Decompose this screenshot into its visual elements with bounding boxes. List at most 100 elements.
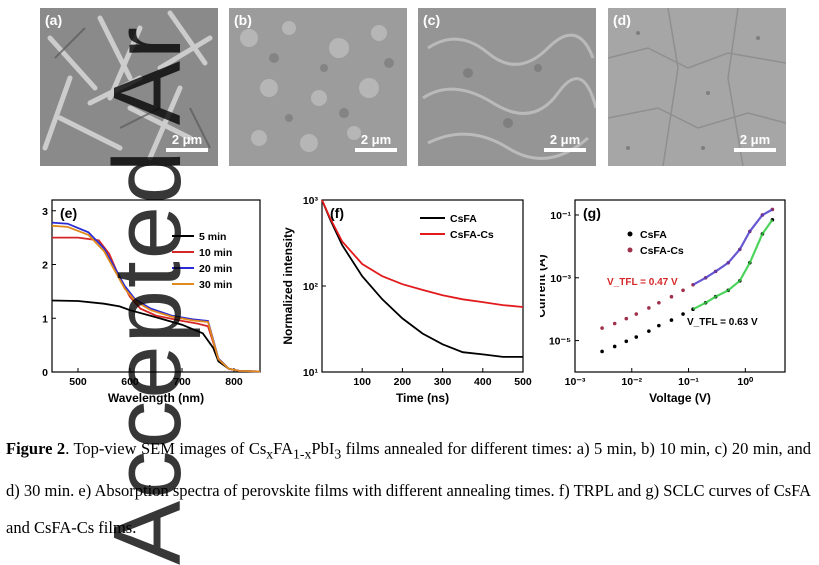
chart-g-xtick-label: 10⁻² — [621, 376, 642, 388]
caption-label: Figure 2 — [6, 439, 66, 458]
chart-e-xtick-label: 500 — [69, 376, 87, 388]
chart-g-ytick-label: 10⁻¹ — [550, 210, 571, 222]
chart-e-xtick-label: 800 — [225, 376, 243, 388]
chart-g-legend-swatch-0 — [627, 231, 633, 237]
chart-g-fit-line-0 — [692, 219, 774, 311]
chart-f-xtick-label: 200 — [394, 376, 412, 388]
chart-g-annotation-1: V_TFL = 0.63 V — [687, 317, 758, 328]
chart-e-xlabel: Wavelength (nm) — [108, 391, 204, 405]
chart-f-frame — [321, 199, 524, 373]
chart-g-point-1 — [669, 294, 674, 299]
caption-sub-1x: 1-x — [293, 446, 312, 462]
caption-sub-x: x — [266, 446, 274, 462]
chart-f-legend-label-0: CsFA — [450, 213, 477, 225]
chart-e-frame — [51, 199, 261, 373]
chart-g-point-1 — [634, 312, 639, 316]
chart-e-legend-label-3: 30 min — [199, 279, 232, 291]
chart-g-point-1 — [681, 288, 685, 293]
chart-f-xtick-label: 100 — [353, 376, 371, 388]
chart-e-legend-label-2: 20 min — [199, 263, 232, 275]
caption-text-2: FA — [273, 439, 294, 458]
chart-f-ytick-label: 10² — [303, 281, 319, 293]
chart-e-ytick-label: 0 — [42, 367, 48, 379]
scale-text-d: 2 μm — [739, 132, 771, 147]
chart-e-xtick-label: 600 — [121, 376, 139, 388]
chart-g-legend-label-0: CsFA — [640, 229, 667, 241]
chart-g-point-0 — [647, 329, 651, 333]
chart-g-xtick-label: 10⁻¹ — [678, 376, 699, 388]
chart-g-legend-label-1: CsFA-Cs — [640, 245, 684, 257]
scale-text-b: 2 μm — [360, 132, 392, 147]
chart-g-ytick-label: 10⁻⁵ — [549, 336, 571, 348]
chart-e-xtick-label: 700 — [173, 376, 191, 388]
panel-label-b: (b) — [234, 12, 252, 28]
sem-texture-c — [418, 8, 596, 166]
chart-g-point-1 — [612, 321, 617, 326]
chart-f-panel-label: (f) — [330, 205, 344, 221]
chart-g-sclc: 10⁻³ 10⁻² 10⁻¹ 10⁰ 10⁻⁵ 10⁻³ 10⁻¹ Voltage (V) Cu… — [540, 199, 786, 405]
sem-texture-a — [40, 8, 218, 166]
scale-text-a: 2 μm — [171, 132, 203, 147]
chart-e-series-line-2 — [51, 221, 261, 373]
chart-f-series-line-0 — [321, 199, 523, 358]
chart-g-point-0 — [681, 312, 685, 316]
chart-g-frame — [574, 199, 786, 373]
chart-e-series-line-3 — [51, 224, 261, 373]
chart-f-xlabel: Time (ns) — [396, 391, 449, 405]
chart-e-ytick-label: 1 — [42, 313, 48, 325]
chart-e-ytick-label: 3 — [42, 206, 48, 218]
chart-f-ylabel: Normalized intensity — [281, 227, 295, 345]
scale-text-c: 2 μm — [549, 132, 581, 147]
chart-g-point-0 — [612, 344, 617, 349]
caption-sub-3: 3 — [334, 446, 342, 462]
chart-g-point-0 — [634, 335, 639, 339]
chart-g-ylabel: Current (A) — [540, 254, 548, 317]
caption-text-4: films annealed for different times: a) 5… — [6, 439, 812, 538]
chart-g-fit-line-1 — [692, 208, 773, 286]
chart-g-panel-label: (g) — [583, 205, 601, 221]
sem-texture-d — [608, 8, 786, 166]
panel-label-c: (c) — [423, 12, 441, 28]
scale-bar-d: 2 μm — [734, 132, 776, 152]
chart-g-xtick-label: 10⁰ — [737, 376, 754, 388]
chart-g-point-0 — [669, 318, 674, 322]
chart-g-point-1 — [600, 326, 604, 330]
scale-bar-b: 2 μm — [355, 132, 397, 152]
chart-g-ytick-label: 10⁻³ — [550, 273, 571, 285]
chart-g-legend-swatch-1 — [627, 247, 633, 253]
chart-f-trpl: 100 200 300 400 500 10¹ 10² 10³ Time (ns) Normali… — [281, 195, 532, 405]
sem-image-d: (d) 2 μm — [608, 8, 786, 166]
chart-f-xtick-label: 300 — [434, 376, 452, 388]
chart-g-annotation-0: V_TFL = 0.47 V — [607, 277, 678, 288]
figure-caption: Figure 2. Top-view SEM images of CsxFA1-… — [6, 430, 811, 546]
chart-g-xlabel: Voltage (V) — [649, 391, 711, 405]
caption-text-1: . Top-view SEM images of Cs — [65, 439, 267, 458]
sem-image-b: (b) 2 μm — [229, 8, 407, 166]
chart-e-panel-label: (e) — [60, 205, 77, 221]
panel-label-a: (a) — [45, 12, 63, 28]
sem-image-c: (c) 2 μm — [418, 8, 596, 166]
chart-g-point-0 — [600, 349, 604, 354]
chart-e-ylabel: Absorbance — [22, 251, 25, 321]
scale-bar-c: 2 μm — [544, 132, 586, 152]
scale-bar-a: 2 μm — [166, 132, 208, 152]
chart-g-point-0 — [624, 339, 629, 344]
caption-text-3: PbI — [311, 439, 335, 458]
chart-e-absorption: 500 600 700 800 0 1 2 3 Wavelength (nm) Absorbanc… — [22, 199, 261, 405]
chart-f-series-line-1 — [321, 199, 524, 308]
chart-e-legend-label-1: 10 min — [199, 247, 232, 259]
chart-g-point-1 — [624, 316, 629, 321]
chart-f-ytick-label: 10¹ — [303, 367, 319, 379]
chart-f-xtick-label: 500 — [514, 376, 532, 388]
chart-g-point-1 — [657, 300, 661, 305]
panel-label-d: (d) — [613, 12, 631, 28]
chart-e-ytick-label: 2 — [42, 260, 48, 272]
chart-e-legend-label-0: 5 min — [199, 231, 226, 243]
chart-f-legend-label-1: CsFA-Cs — [450, 229, 494, 241]
sem-image-a: (a) 2 μm — [40, 8, 218, 166]
chart-f-xtick-label: 400 — [474, 376, 492, 388]
chart-g-point-1 — [647, 306, 651, 310]
sem-texture-b — [229, 8, 407, 166]
chart-g-xtick-label: 10⁻³ — [565, 376, 586, 388]
chart-f-ytick-label: 10³ — [303, 195, 319, 207]
